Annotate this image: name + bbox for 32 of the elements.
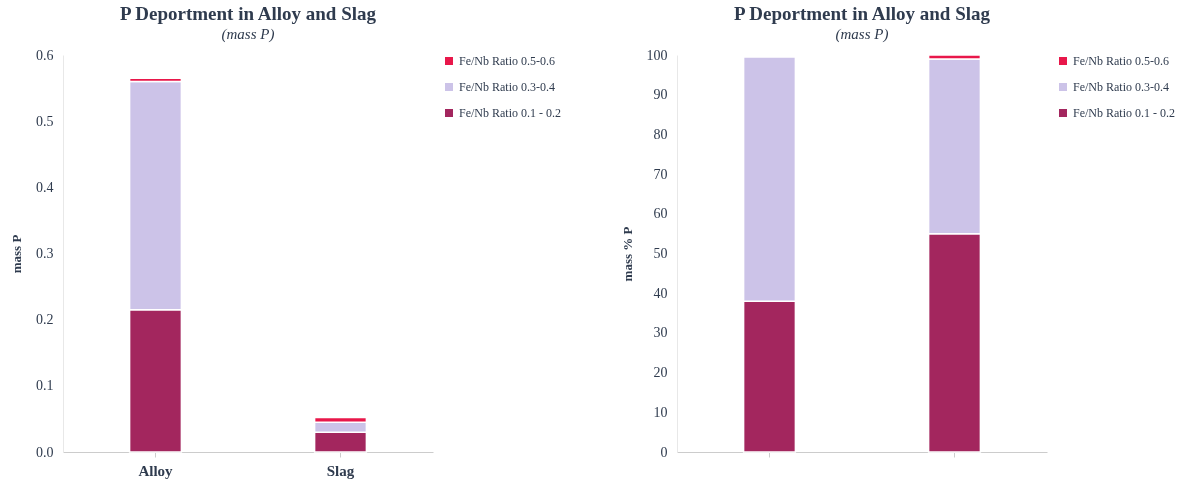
y-tick-label: 40: [653, 285, 668, 301]
y-tick-label: 30: [653, 325, 668, 341]
y-tick-label: 90: [653, 87, 668, 103]
legend-label: Fe/Nb Ratio 0.1 - 0.2: [459, 106, 561, 120]
y-tick-label: 0.3: [36, 246, 54, 261]
y-tick-label: 10: [653, 404, 668, 420]
y-axis-title: mass P: [9, 234, 24, 274]
y-tick-label: 0.5: [36, 113, 54, 129]
x-tick-label: Slag: [326, 462, 355, 479]
legend-label: Fe/Nb Ratio 0.1 - 0.2: [1073, 106, 1175, 120]
chart-subtitle: (mass P): [221, 26, 275, 43]
y-tick-label: 60: [653, 206, 668, 222]
y-tick-label: 0.6: [36, 47, 54, 63]
y-tick-label: 100: [646, 47, 668, 63]
y-tick-label: 80: [653, 126, 668, 142]
y-tick-label: 70: [653, 166, 668, 182]
y-axis-title: mass % P: [619, 226, 635, 282]
legend-label: Fe/Nb Ratio 0.5-0.6: [1073, 54, 1169, 68]
legend-label: Fe/Nb Ratio 0.5-0.6: [459, 54, 555, 68]
y-tick-label: 0.1: [36, 378, 54, 394]
legend-label: Fe/Nb Ratio 0.3-0.4: [459, 80, 555, 94]
chart-subtitle: (mass P): [835, 26, 889, 43]
y-tick-label: 20: [653, 365, 668, 381]
y-tick-label: 0: [660, 444, 668, 460]
chart-title: P Deportment in Alloy and Slag: [120, 3, 377, 24]
y-tick-label: 0.0: [36, 444, 54, 460]
legend-label: Fe/Nb Ratio 0.3-0.4: [1073, 80, 1169, 94]
chart-title: P Deportment in Alloy and Slag: [734, 3, 991, 24]
x-tick-label: Alloy: [138, 462, 174, 479]
y-tick-label: 0.2: [36, 312, 54, 328]
y-tick-label: 50: [653, 246, 668, 261]
y-tick-label: 0.4: [36, 179, 54, 195]
